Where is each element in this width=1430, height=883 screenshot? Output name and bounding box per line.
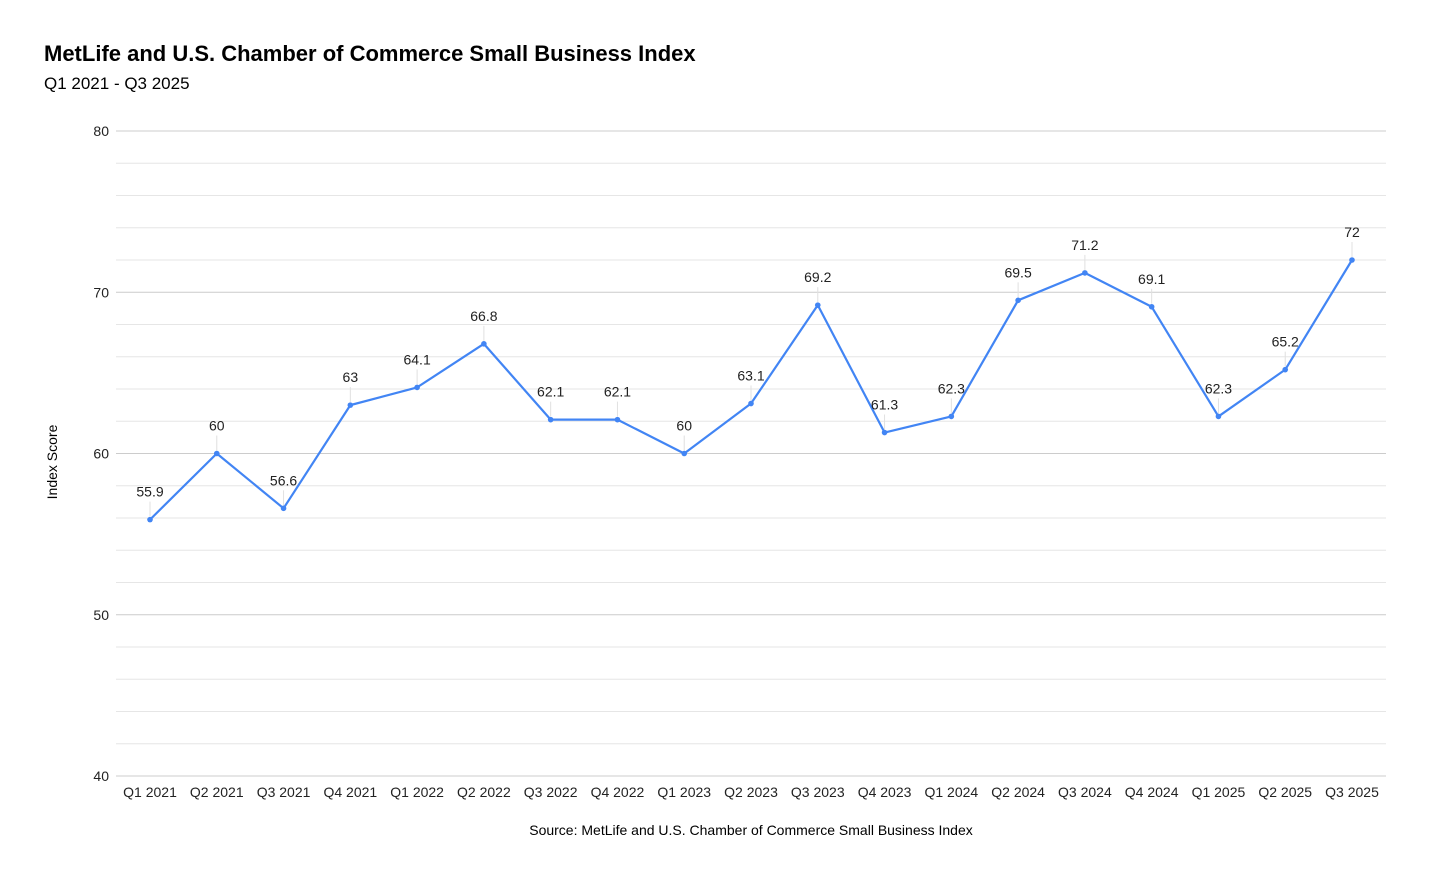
- data-label: 62.1: [537, 384, 564, 400]
- data-point[interactable]: [1282, 366, 1289, 373]
- data-label: 69.2: [804, 269, 831, 285]
- data-point[interactable]: [948, 413, 955, 420]
- data-label: 63.1: [737, 368, 764, 384]
- data-point[interactable]: [881, 429, 888, 436]
- x-tick-label: Q4 2024: [1125, 784, 1179, 800]
- x-tick-label: Q3 2023: [791, 784, 845, 800]
- data-point[interactable]: [748, 400, 754, 407]
- data-label: 56.6: [270, 472, 297, 488]
- data-label: 63: [343, 369, 359, 385]
- data-label: 62.3: [938, 380, 965, 396]
- data-point[interactable]: [681, 450, 688, 457]
- y-tick-label: 40: [93, 768, 109, 784]
- data-label: 55.9: [136, 484, 163, 500]
- x-tick-label: Q4 2023: [858, 784, 912, 800]
- data-point[interactable]: [1215, 413, 1222, 420]
- x-tick-label: Q1 2024: [924, 784, 978, 800]
- x-tick-label: Q1 2022: [390, 784, 444, 800]
- data-point[interactable]: [1349, 257, 1355, 263]
- data-point[interactable]: [1082, 270, 1088, 276]
- y-tick-label: 60: [93, 446, 109, 462]
- data-label: 69.1: [1138, 271, 1165, 287]
- data-point[interactable]: [547, 416, 554, 423]
- x-tick-label: Q1 2025: [1192, 784, 1246, 800]
- x-tick-label: Q1 2023: [657, 784, 711, 800]
- data-point[interactable]: [1148, 303, 1155, 310]
- data-point[interactable]: [147, 516, 153, 523]
- data-point[interactable]: [814, 302, 821, 308]
- chart-subtitle: Q1 2021 - Q3 2025: [44, 74, 190, 93]
- y-tick-label: 50: [93, 607, 109, 623]
- data-point[interactable]: [213, 450, 220, 457]
- x-tick-label: Q3 2025: [1325, 784, 1379, 800]
- data-point[interactable]: [414, 384, 420, 391]
- x-tick-label: Q3 2024: [1058, 784, 1112, 800]
- data-point[interactable]: [1015, 297, 1021, 304]
- data-label: 69.5: [1004, 264, 1031, 280]
- data-label: 66.8: [470, 308, 497, 324]
- data-point[interactable]: [280, 505, 287, 512]
- x-tick-label: Q1 2021: [123, 784, 177, 800]
- chart-title: MetLife and U.S. Chamber of Commerce Sma…: [44, 41, 696, 66]
- data-point[interactable]: [347, 402, 354, 408]
- y-tick-label: 70: [93, 284, 109, 300]
- y-tick-label: 80: [93, 123, 109, 139]
- data-label: 61.3: [871, 397, 898, 413]
- x-tick-label: Q3 2021: [257, 784, 311, 800]
- data-label: 62.1: [604, 384, 631, 400]
- x-tick-label: Q2 2025: [1258, 784, 1312, 800]
- x-tick-label: Q2 2022: [457, 784, 511, 800]
- x-tick-label: Q4 2022: [591, 784, 645, 800]
- x-tick-label: Q2 2024: [991, 784, 1045, 800]
- data-label: 60: [676, 418, 692, 434]
- data-point[interactable]: [614, 416, 621, 423]
- data-label: 65.2: [1272, 334, 1299, 350]
- data-label: 71.2: [1071, 237, 1098, 253]
- y-axis-label: Index Score: [44, 424, 60, 499]
- data-label: 60: [209, 418, 225, 434]
- x-tick-label: Q4 2021: [323, 784, 377, 800]
- x-tick-label: Q3 2022: [524, 784, 578, 800]
- x-axis-label: Source: MetLife and U.S. Chamber of Comm…: [529, 822, 973, 838]
- data-label: 62.3: [1205, 380, 1232, 396]
- data-label: 64.1: [403, 351, 430, 367]
- data-point[interactable]: [481, 341, 487, 347]
- data-label: 72: [1344, 224, 1360, 240]
- x-tick-label: Q2 2021: [190, 784, 244, 800]
- x-tick-label: Q2 2023: [724, 784, 778, 800]
